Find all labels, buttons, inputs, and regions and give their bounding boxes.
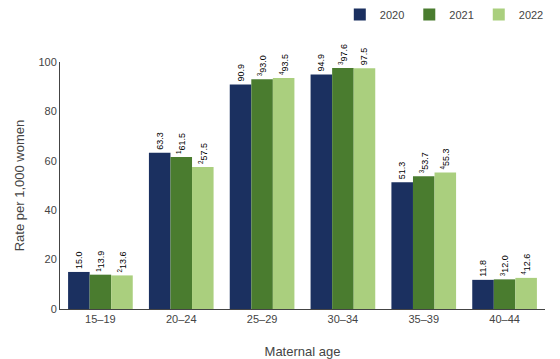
svg-text:40–44: 40–44 [489,313,520,325]
svg-text:20–24: 20–24 [166,313,197,325]
svg-text:11.8: 11.8 [478,260,488,277]
svg-text:2021: 2021 [449,9,473,21]
svg-text:​3​53.7: ​3​53.7 [418,152,430,173]
svg-text:90.9: 90.9 [236,64,246,82]
svg-text:2022: 2022 [519,9,543,21]
svg-text:25–29: 25–29 [247,313,278,325]
svg-text:51.3: 51.3 [397,162,407,180]
svg-text:35–39: 35–39 [408,313,439,325]
svg-text:​3​97.6: ​3​97.6 [337,44,349,65]
svg-text:2020: 2020 [380,9,404,21]
svg-text:15.0: 15.0 [74,251,84,269]
svg-text:​4​93.5: ​4​93.5 [278,54,290,75]
svg-text:​2​57.5: ​2​57.5 [197,143,209,164]
svg-text:Maternal age: Maternal age [265,344,341,359]
svg-text:​4​55.3: ​4​55.3 [439,148,451,169]
svg-text:97.5: 97.5 [359,48,369,66]
svg-text:80: 80 [45,105,57,117]
svg-text:​3​93.0: ​3​93.0 [256,55,268,76]
svg-text:20: 20 [45,253,57,265]
svg-text:Rate per 1,000 women: Rate per 1,000 women [12,120,27,252]
svg-text:​4​12.6: ​4​12.6 [520,254,532,275]
svg-text:30–34: 30–34 [328,313,359,325]
svg-text:15–19: 15–19 [85,313,116,325]
svg-text:​3​12.0: ​3​12.0 [499,255,511,276]
svg-text:94.9: 94.9 [316,54,326,72]
svg-text:63.3: 63.3 [155,132,165,150]
svg-text:60: 60 [45,155,57,167]
svg-text:​2​13.6: ​2​13.6 [116,251,128,272]
svg-text:40: 40 [45,204,57,216]
svg-text:​1​13.9: ​1​13.9 [95,251,107,272]
svg-text:100: 100 [38,56,56,68]
svg-text:​1​61.5: ​1​61.5 [175,133,187,154]
svg-text:0: 0 [51,303,57,315]
